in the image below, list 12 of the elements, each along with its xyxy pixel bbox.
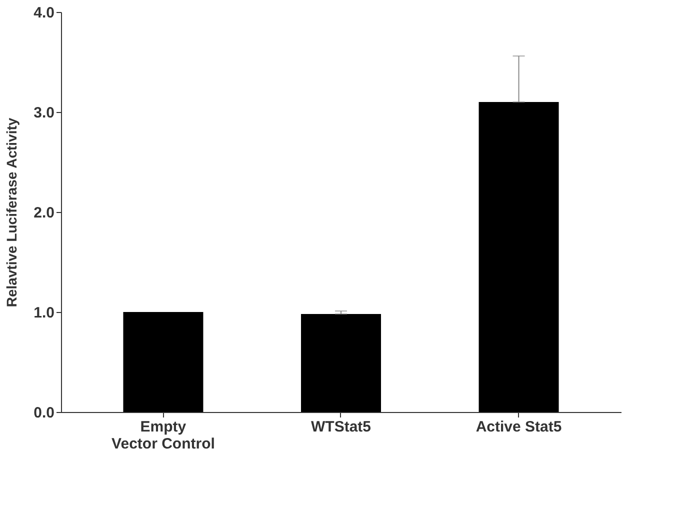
bar [478,102,559,412]
x-tick-label: Active Stat5 [476,418,562,436]
y-tick-label: 1.0 [34,304,54,322]
y-tick-label: 4.0 [34,4,54,22]
x-tick-label: WTStat5 [311,418,371,436]
x-tick-label: Empty Vector Control [112,418,215,452]
y-tick-label: 3.0 [34,104,54,122]
y-axis-title: Relavtive Luciferase Activity [4,118,20,308]
y-tick-label: 0.0 [34,404,54,422]
bar [123,312,204,412]
y-tick-label: 2.0 [34,204,54,222]
bar [301,314,381,412]
